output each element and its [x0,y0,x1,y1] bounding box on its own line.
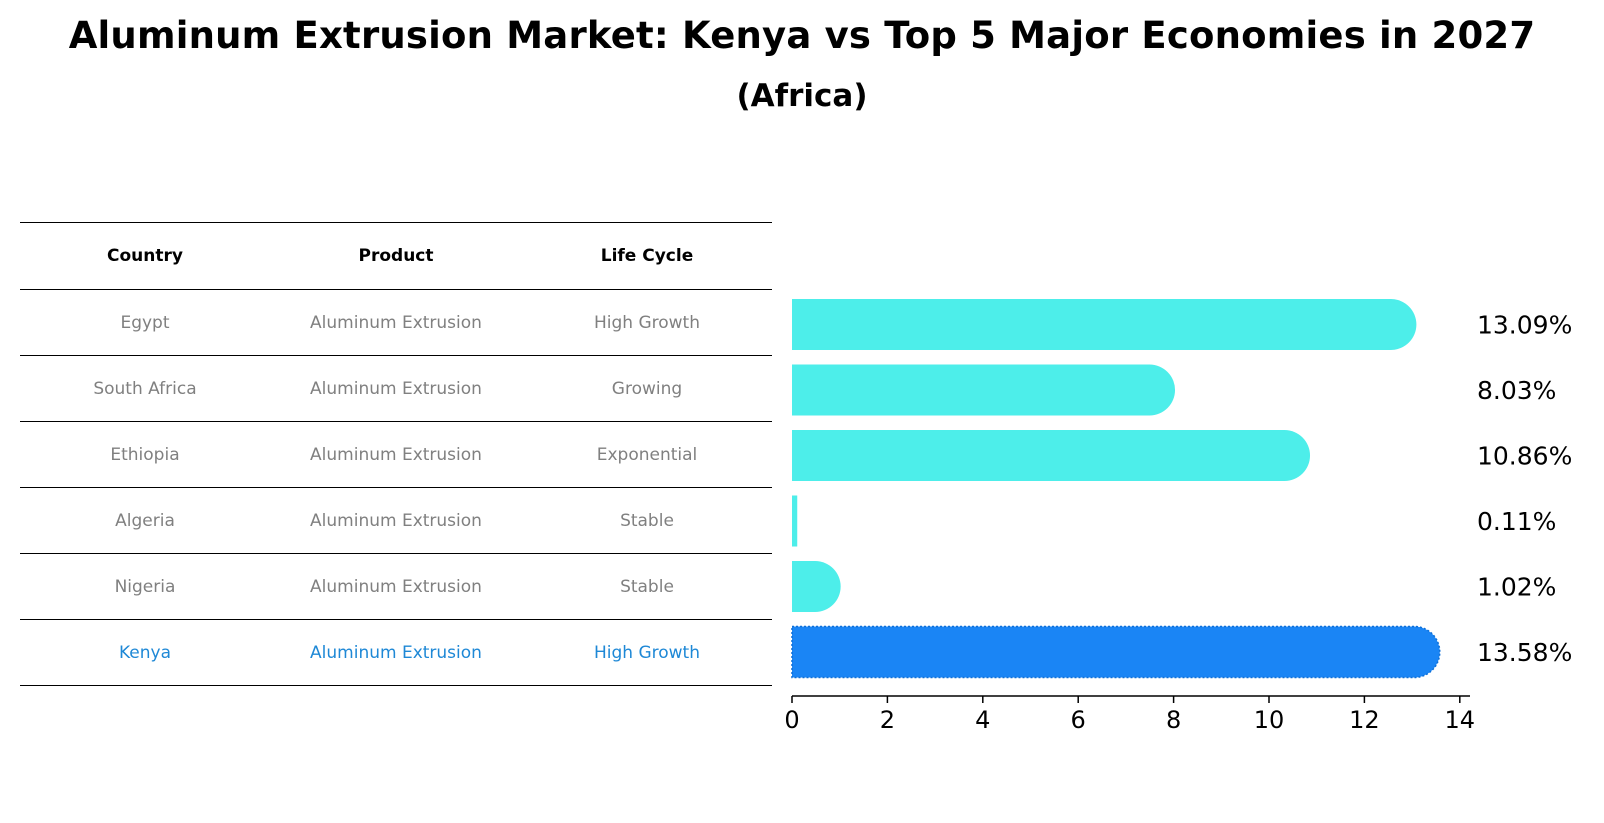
cell-product: Aluminum Extrusion [270,355,522,422]
x-tick-label-0: 0 [784,706,799,734]
x-tick-label-10: 10 [1254,706,1285,734]
value-label-algeria: 0.11% [1477,507,1556,536]
bar-nigeria [792,561,841,612]
cell-life-cycle: High Growth [522,619,772,686]
value-label-south-africa: 8.03% [1477,376,1556,405]
chart-title: Aluminum Extrusion Market: Kenya vs Top … [68,14,1536,57]
x-tick-label-2: 2 [880,706,895,734]
column-header-life-cycle: Life Cycle [522,222,772,290]
cell-country: Egypt [20,289,270,356]
table-row-highlight: Kenya Aluminum Extrusion High Growth [20,619,772,686]
cell-product: Aluminum Extrusion [270,421,522,488]
cell-life-cycle: Exponential [522,421,772,488]
country-table: Country Product Life Cycle Egypt Aluminu… [20,222,772,686]
chart-subtitle: (Africa) [736,78,868,114]
cell-product: Aluminum Extrusion [270,553,522,620]
x-tick-label-14: 14 [1445,706,1476,734]
cell-product: Aluminum Extrusion [270,619,522,686]
cell-country: Nigeria [20,553,270,620]
table-row: Ethiopia Aluminum Extrusion Exponential [20,421,772,488]
cell-product: Aluminum Extrusion [270,289,522,356]
cell-life-cycle: High Growth [522,289,772,356]
table-header-row: Country Product Life Cycle [20,222,772,290]
cell-country: South Africa [20,355,270,422]
cell-country: Algeria [20,487,270,554]
cell-country: Ethiopia [20,421,270,488]
bar-south-africa [792,364,1176,416]
bar-egypt [792,299,1417,350]
x-tick-label-4: 4 [975,706,990,734]
x-tick-label-6: 6 [1071,706,1086,734]
table-row: Nigeria Aluminum Extrusion Stable [20,553,772,620]
cell-life-cycle: Growing [522,355,772,422]
value-label-ethiopia: 10.86% [1477,442,1572,471]
cell-life-cycle: Stable [522,487,772,554]
column-header-product: Product [270,222,522,290]
value-label-nigeria: 1.02% [1477,573,1556,602]
table-row: South Africa Aluminum Extrusion Growing [20,355,772,422]
cell-product: Aluminum Extrusion [270,487,522,554]
cell-country: Kenya [20,619,270,686]
value-label-kenya: 13.58% [1477,638,1572,667]
x-tick-label-12: 12 [1349,706,1380,734]
value-label-egypt: 13.09% [1477,311,1572,340]
bar-kenya [791,625,1441,679]
bar-algeria [792,495,798,547]
x-tick-label-8: 8 [1166,706,1181,734]
bar-ethiopia [792,430,1311,481]
cell-life-cycle: Stable [522,553,772,620]
table-row: Egypt Aluminum Extrusion High Growth [20,289,772,356]
column-header-country: Country [20,222,270,290]
table-row: Algeria Aluminum Extrusion Stable [20,487,772,554]
